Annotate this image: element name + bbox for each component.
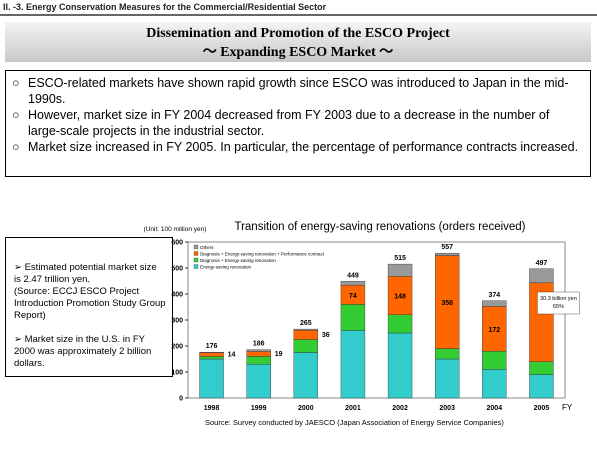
y-tick-label: 300 xyxy=(171,318,183,325)
bullet: However, market size in FY 2004 decrease… xyxy=(12,107,584,139)
y-tick-label: 100 xyxy=(171,370,183,377)
total-label: 449 xyxy=(347,272,359,279)
value-label: 36 xyxy=(322,332,330,339)
legend-swatch xyxy=(193,257,199,263)
bar-segment xyxy=(434,255,460,349)
legend-label: Diagnosis + Energy-saving renovation + P… xyxy=(200,252,325,257)
total-label: 265 xyxy=(300,320,312,327)
source: Source: Survey conducted by JAESCO (Japa… xyxy=(205,418,504,427)
note: ➢ Market size in the U.S. in FY 2000 was… xyxy=(14,334,152,369)
bar-segment xyxy=(199,356,224,360)
x-tick-label: 2003 xyxy=(439,405,455,412)
value-label: 148 xyxy=(394,294,406,301)
bar-segment xyxy=(199,352,224,353)
bar-segment xyxy=(246,364,271,399)
legend-label: Diagnosis + Energy-saving renovation xyxy=(200,258,276,263)
x-tick-label: 1999 xyxy=(251,405,267,412)
bar-segment xyxy=(482,369,507,399)
bullet: Market size increased in FY 2005. In par… xyxy=(12,139,584,155)
bar-segment xyxy=(293,352,319,399)
x-tick-label: 2001 xyxy=(345,405,361,412)
bar-segment xyxy=(482,351,507,370)
x-tick-label: 2005 xyxy=(534,405,550,412)
annotation-box xyxy=(537,291,580,315)
bar-segment xyxy=(199,358,224,399)
total-label: 186 xyxy=(253,341,265,348)
y-tick-label: 0 xyxy=(179,396,183,403)
bar-segment xyxy=(293,328,319,331)
bar-segment xyxy=(293,329,319,340)
bullet-box: ESCO-related markets have shown rapid gr… xyxy=(5,70,591,177)
total-label: 557 xyxy=(441,244,453,251)
bar-segment xyxy=(340,304,366,331)
x-tick-label: 2002 xyxy=(392,405,408,412)
x-tick-label: 2000 xyxy=(298,405,314,412)
bar-segment xyxy=(387,314,413,334)
title-box: Dissemination and Promotion of the ESCO … xyxy=(5,22,591,62)
x-tick-label: 1998 xyxy=(204,405,220,412)
annotation: 65% xyxy=(553,304,564,310)
y-tick-label: 200 xyxy=(171,344,183,351)
y-tick-label: 500 xyxy=(171,266,183,273)
bar-segment xyxy=(529,374,554,399)
value-label: 358 xyxy=(441,300,453,307)
total-label: 374 xyxy=(488,292,500,299)
bar-segment xyxy=(246,356,271,365)
bar-segment xyxy=(387,276,413,316)
y-tick-label: 600 xyxy=(171,240,183,247)
y-tick-label: 400 xyxy=(171,292,183,299)
bar-segment xyxy=(387,332,413,399)
legend-swatch xyxy=(193,244,199,250)
legend-label: Others xyxy=(200,245,214,250)
x-label: FY xyxy=(562,403,573,412)
bar-segment xyxy=(434,252,460,256)
bar-segment xyxy=(340,281,366,286)
x-tick-label: 2004 xyxy=(487,405,503,412)
bar-segment xyxy=(529,268,554,284)
subtitle: ～ Expanding ESCO Market ～ xyxy=(202,45,394,60)
annotation: 30.3 billion yen xyxy=(540,296,577,302)
total-label: 497 xyxy=(536,260,548,267)
legend-swatch xyxy=(193,264,199,269)
bar-segment xyxy=(434,358,460,399)
bar-segment xyxy=(293,339,319,353)
bar-segment xyxy=(199,352,224,357)
bar-segment xyxy=(246,349,271,352)
legend-label: Energy-saving renovation xyxy=(200,265,252,270)
bar-segment xyxy=(482,306,507,352)
value-label: 74 xyxy=(349,293,357,300)
section-heading: II. -3. Energy Conservation Measures for… xyxy=(3,2,327,12)
unit: (Unit: 100 million yen) xyxy=(144,226,207,233)
note: ➢ Estimated potential market size is 2.4… xyxy=(14,262,157,285)
total-label: 176 xyxy=(206,343,218,350)
bar-segment xyxy=(482,300,507,307)
rule xyxy=(0,14,597,16)
title: Dissemination and Promotion of the ESCO … xyxy=(146,26,450,41)
bar-segment xyxy=(246,351,271,357)
chart-title: Transition of energy-saving renovations … xyxy=(234,221,525,233)
bar-segment xyxy=(434,348,460,360)
side-note: ➢ Estimated potential market size is 2.4… xyxy=(5,237,173,377)
value-label: 172 xyxy=(488,327,500,334)
legend-swatch xyxy=(193,251,199,256)
bullet: ESCO-related markets have shown rapid gr… xyxy=(12,75,584,107)
total-label: 515 xyxy=(394,255,406,262)
note: (Source: ECCJ ESCO Project Introduction … xyxy=(14,286,166,321)
value-label: 19 xyxy=(275,351,283,358)
bar-segment xyxy=(340,330,366,399)
bar-segment xyxy=(387,263,413,277)
bar-segment xyxy=(529,361,554,375)
value-label: 14 xyxy=(228,352,236,359)
